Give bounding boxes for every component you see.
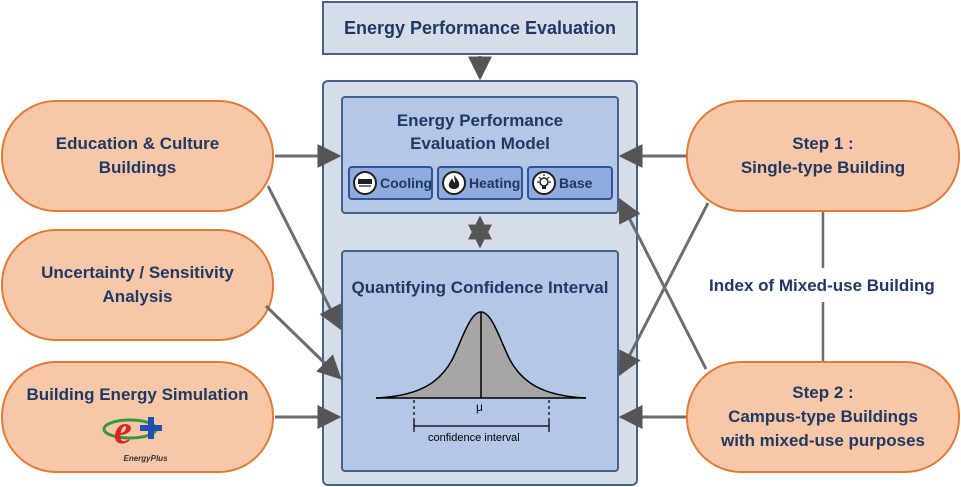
evaluation-title-box: Energy Performance Evaluation	[322, 1, 638, 55]
energyplus-logo-text: EnergyPlus	[123, 454, 168, 463]
cooling-chip: Cooling	[348, 166, 433, 200]
base-chip: Base	[527, 166, 613, 200]
uncertainty-line2: Analysis	[102, 287, 173, 306]
mu-label: μ	[476, 400, 483, 414]
education-to-ci-arrow	[266, 185, 342, 331]
uncertainty-sensitivity-box: Uncertainty / Sensitivity Analysis	[1, 229, 274, 341]
svg-text:e: e	[114, 409, 132, 452]
step2-box: Step 2 : Campus-type Buildings with mixe…	[686, 361, 960, 473]
confidence-interval-label: confidence interval	[428, 432, 520, 444]
cooling-label: Cooling	[380, 175, 433, 191]
heating-label: Heating	[469, 175, 521, 191]
bulb-icon	[532, 171, 556, 195]
cooling-icon	[353, 171, 377, 195]
evaluation-title: Energy Performance Evaluation	[343, 17, 617, 38]
step2-description-line2: with mixed-use purposes	[720, 431, 926, 450]
model-title-line2: Evaluation Model	[410, 134, 550, 153]
education-culture-line1: Education & Culture	[55, 134, 220, 153]
step2-description-line1: Campus-type Buildings	[728, 407, 918, 426]
model-title-line1: Energy Performance	[396, 111, 564, 130]
step2-label: Step 2 :	[792, 383, 854, 402]
education-culture-box: Education & Culture Buildings	[1, 100, 274, 212]
building-energy-simulation-box: Building Energy Simulation e EnergyPlus	[1, 361, 274, 473]
step1-box: Step 1 : Single-type Building	[686, 100, 960, 212]
confidence-interval-title: Quantifying Confidence Interval	[351, 278, 609, 297]
bell-curve	[375, 311, 587, 432]
heating-chip: Heating	[437, 166, 523, 200]
base-label: Base	[559, 175, 593, 191]
index-mixed-use-label: Index of Mixed-use Building	[709, 276, 935, 295]
model-title: Energy Performance Evaluation Model	[343, 109, 617, 155]
step1-description: Single-type Building	[740, 158, 906, 177]
uncertainty-line1: Uncertainty / Sensitivity	[41, 263, 234, 282]
energyplus-logo: e EnergyPlus	[98, 409, 178, 463]
education-culture-line2: Buildings	[98, 158, 177, 177]
step1-label: Step 1 :	[792, 134, 854, 153]
simulation-title: Building Energy Simulation	[26, 385, 249, 404]
uncertainty-to-ci-arrow	[264, 304, 342, 380]
flame-icon	[442, 171, 466, 195]
step2-to-model-arrow	[618, 197, 708, 370]
